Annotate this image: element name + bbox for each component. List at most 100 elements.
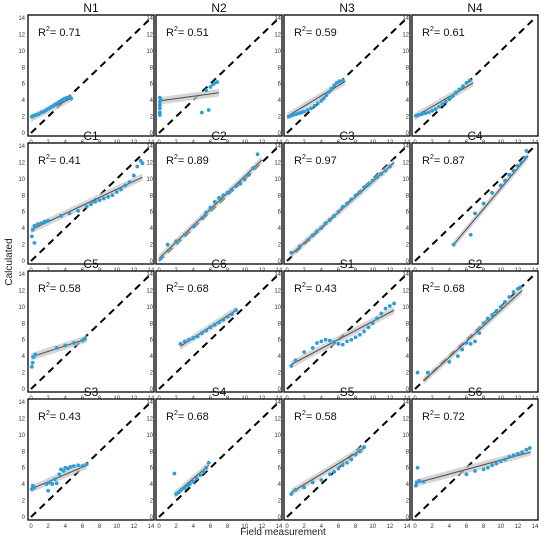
- y-tick-label: 0: [150, 515, 154, 521]
- data-point: [123, 183, 128, 188]
- data-point: [473, 469, 477, 473]
- data-point: [135, 164, 140, 169]
- y-tick-label: 8: [22, 193, 26, 199]
- data-point: [76, 208, 81, 213]
- fit-line: [30, 338, 87, 358]
- data-point: [518, 285, 523, 290]
- data-point: [39, 221, 44, 226]
- data-point: [302, 350, 307, 354]
- y-tick-label: 12: [402, 160, 409, 166]
- data-point: [447, 97, 452, 102]
- y-tick-label: 2: [406, 115, 410, 121]
- data-point: [293, 358, 298, 363]
- fit-line: [423, 290, 523, 382]
- y-tick-label: 2: [22, 243, 26, 249]
- data-point: [33, 352, 38, 357]
- data-point: [315, 101, 320, 106]
- r2-label: R: [166, 283, 174, 295]
- data-point: [84, 462, 89, 467]
- data-point: [494, 461, 499, 466]
- panel-title: C6: [211, 257, 227, 271]
- data-point: [225, 314, 230, 319]
- data-point: [255, 152, 260, 157]
- r2-label: R: [294, 27, 302, 39]
- data-point: [416, 113, 421, 117]
- y-tick-label: 2: [278, 115, 282, 121]
- y-tick-label: 8: [278, 65, 282, 71]
- panel-title: S1: [340, 257, 355, 271]
- data-point: [357, 332, 362, 337]
- data-point: [212, 199, 217, 204]
- data-point: [221, 318, 226, 322]
- y-tick-label: 12: [146, 160, 153, 166]
- x-tick-label: 10: [497, 524, 504, 530]
- y-tick-label: 2: [278, 243, 282, 249]
- r2-label: R: [294, 155, 302, 167]
- r2-value: = 0.61: [434, 27, 465, 39]
- data-point: [310, 480, 315, 485]
- y-tick-label: 12: [402, 32, 409, 38]
- data-point: [221, 193, 226, 198]
- reference-line: [30, 273, 152, 390]
- r2-value: = 0.68: [178, 283, 209, 295]
- data-point: [511, 168, 516, 173]
- data-point: [362, 445, 367, 450]
- x-tick-label: 8: [98, 524, 102, 530]
- data-point: [32, 485, 37, 490]
- data-point: [174, 239, 179, 244]
- data-point: [176, 490, 181, 495]
- reference-line: [158, 273, 280, 390]
- y-tick-label: 2: [278, 499, 282, 505]
- r2-value: = 0.87: [434, 155, 465, 167]
- y-tick-label: 14: [18, 400, 25, 406]
- y-tick-label: 14: [274, 400, 281, 406]
- y-tick-label: 6: [406, 338, 410, 344]
- r2-label: R: [166, 411, 174, 423]
- data-point: [464, 80, 469, 85]
- data-point: [362, 185, 367, 189]
- data-point: [106, 195, 111, 199]
- data-point: [485, 316, 490, 321]
- r2-superscript: 2: [430, 26, 434, 33]
- y-tick-label: 2: [22, 371, 26, 377]
- y-tick-label: 4: [22, 482, 26, 488]
- data-point: [208, 205, 213, 210]
- data-point: [198, 473, 203, 478]
- y-tick-label: 4: [278, 226, 282, 232]
- y-tick-label: 6: [278, 210, 282, 216]
- reference-line: [286, 273, 408, 390]
- data-point: [507, 455, 512, 459]
- data-point: [225, 190, 230, 195]
- r2-superscript: 2: [302, 282, 306, 289]
- data-point: [319, 226, 324, 231]
- r2-annotation: R2= 0.72: [422, 410, 465, 423]
- r2-label: R: [38, 27, 46, 39]
- y-tick-label: 14: [146, 272, 153, 278]
- fit-line: [453, 155, 529, 245]
- data-point: [481, 321, 486, 326]
- fit-line: [414, 82, 474, 118]
- data-point: [289, 492, 294, 496]
- data-point: [426, 110, 431, 115]
- x-tick-label: 6: [337, 524, 341, 530]
- data-point: [345, 339, 349, 344]
- y-tick-label: 0: [406, 515, 410, 521]
- r2-annotation: R2= 0.97: [294, 154, 337, 167]
- data-point: [97, 198, 102, 203]
- data-point: [457, 87, 462, 92]
- y-tick-label: 10: [146, 305, 153, 311]
- r2-value: = 0.43: [50, 411, 81, 423]
- data-point: [383, 168, 388, 173]
- data-point: [157, 103, 162, 107]
- x-tick-label: 14: [276, 524, 283, 530]
- r2-annotation: R2= 0.68: [422, 282, 465, 295]
- data-point: [337, 79, 342, 84]
- y-tick-label: 8: [150, 449, 154, 455]
- data-point: [327, 218, 332, 222]
- data-point: [332, 340, 337, 345]
- data-point: [447, 359, 452, 364]
- data-point: [332, 213, 337, 218]
